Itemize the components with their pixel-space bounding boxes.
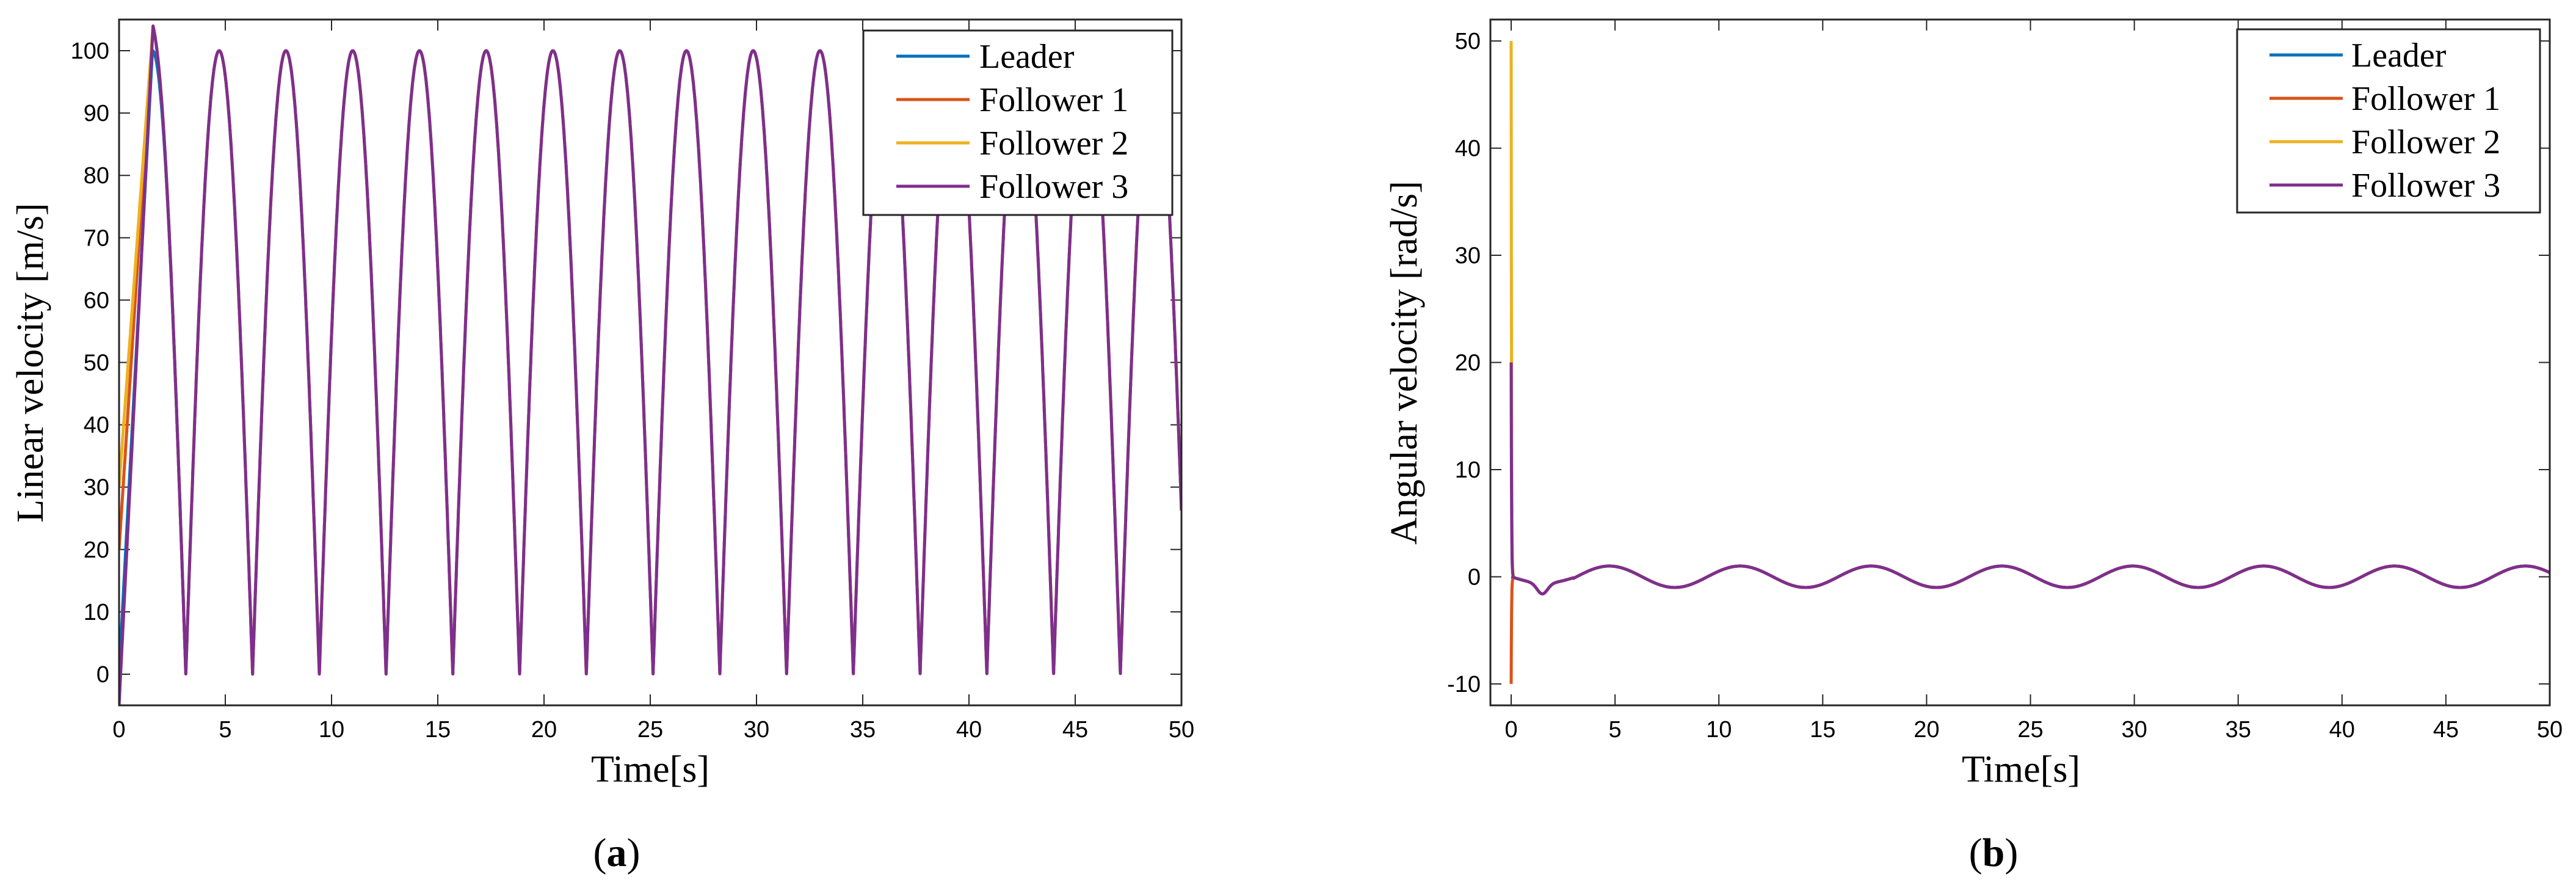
panel-a-y-tick-label: 60 [84,288,109,313]
panel-a-y-tick-label: 80 [84,163,109,189]
panel-b-x-tick-label: 45 [2433,717,2459,743]
panel-b-x-axis-label: Time[s] [1962,749,2080,790]
panel-b-y-tick-label: 30 [1455,243,1481,269]
panel-b-caption-close: ) [2005,831,2018,875]
panel-b-x-tick-label: 25 [2017,717,2043,743]
panel-a-axes-frame [118,18,1183,707]
panel-a-y-tick-label: 20 [84,537,109,563]
panel-a-y-tick-label: 30 [84,475,109,501]
panel-a-x-tick-label: 5 [219,717,231,743]
panel-a-tick-labels: 0 5 10 15 20 25 30 35 40 45 50 0 10 20 30 40 50 60 70 80 90 1… [71,38,1195,743]
panel-a-y-tick-label: 50 [84,351,109,376]
panel-b-tick-labels: 0 5 10 15 20 25 30 35 40 45 50 -10 0 10 20 30 40 50 [1447,29,2563,743]
panel-b-series-lines [1509,41,2550,684]
panel-b-x-tick-label: 15 [1810,717,1835,743]
panel-a-x-tick-label: 50 [1169,717,1194,743]
panel-b-x-tick-label: 5 [1609,717,1622,743]
panel-b-x-tick-label: 10 [1706,717,1732,743]
panel-a-y-tick-label: 100 [71,38,109,64]
panel-a-legend-label-follower-1: Follower 1 [979,81,1128,119]
panel-b-x-tick-label: 35 [2226,717,2251,743]
panel-a-x-tick-label: 40 [956,717,982,743]
panel-b-y-tick-label: 0 [1468,564,1481,590]
panel-a-legend-box [862,29,1174,216]
panel-b-caption-letter: b [1983,831,2005,875]
panel-a-legend-label-follower-2: Follower 2 [979,125,1128,162]
panel-a-legend: Leader Follower 1 Follower 2 Follower 3 [862,29,1174,216]
panel-a-y-tick-label: 0 [96,662,109,688]
panel-b-x-tick-label: 30 [2121,717,2147,743]
panel-b-axes-frame [1489,18,2551,707]
panel-b-y-tick-label: 40 [1455,136,1481,162]
panel-b-y-tick-label: 20 [1455,351,1481,376]
panel-a-caption: (a) [593,831,640,875]
panel-a-x-tick-label: 20 [531,717,557,743]
panel-a-x-tick-label: 10 [319,717,344,743]
panel-b-x-tick-label: 40 [2329,717,2355,743]
panel-b-legend-label-follower-3: Follower 3 [2351,167,2500,205]
panel-b-legend-box [2236,28,2541,214]
panel-a-y-axis-label: Linear velocity [m/s] [10,203,51,522]
panel-a-y-tick-label: 40 [84,413,109,438]
panel-a-x-axis-label: Time[s] [591,749,709,790]
panel-a-x-tick-label: 45 [1062,717,1088,743]
panel-a-x-tick-label: 35 [850,717,876,743]
panel-b-y-tick-label: 50 [1455,29,1481,54]
panel-a-caption-open: ( [593,831,607,875]
panel-a-caption-close: ) [627,831,640,875]
panel-a-legend-label-follower-3: Follower 3 [979,168,1128,206]
panel-b-caption-open: ( [1969,831,1983,875]
panel-b-caption: (b) [1969,831,2019,875]
panel-a-y-tick-label: 70 [84,225,109,251]
panel-b-x-tick-label: 20 [1914,717,1939,743]
panel-a-x-tick-label: 25 [637,717,663,743]
panel-b-legend-label-follower-2: Follower 2 [2351,123,2500,161]
panel-a-linear-velocity: 0 5 10 15 20 25 30 35 40 45 50 0 10 20 30 40 50 60 70 80 90 1… [10,18,1195,875]
panel-b-angular-velocity: 0 5 10 15 20 25 30 35 40 45 50 -10 0 10 20 30 40 50 Time[… [1384,18,2563,875]
panel-a-x-tick-label: 30 [744,717,769,743]
panel-b-x-tick-label: 0 [1504,717,1517,743]
panel-a-x-tick-label: 0 [112,717,125,743]
panel-b-legend: Leader Follower 1 Follower 2 Follower 3 [2236,28,2541,214]
panel-a-caption-letter: a [607,831,627,875]
panel-a-x-tick-label: 15 [425,717,451,743]
panel-b-y-tick-label: -10 [1447,672,1481,697]
panel-a-legend-label-leader: Leader [979,38,1075,76]
panel-b-x-tick-label: 50 [2537,717,2563,743]
panel-a-y-tick-label: 90 [84,101,109,126]
panel-b-y-axis-label: Angular velocity [rad/s] [1384,181,1425,545]
panel-b-series-follower-3 [1509,362,2550,595]
panel-a-y-tick-label: 10 [84,600,109,625]
panel-b-y-tick-label: 10 [1455,457,1481,483]
panel-b-legend-label-follower-1: Follower 1 [2351,80,2500,118]
panel-b-legend-label-leader: Leader [2351,37,2447,75]
